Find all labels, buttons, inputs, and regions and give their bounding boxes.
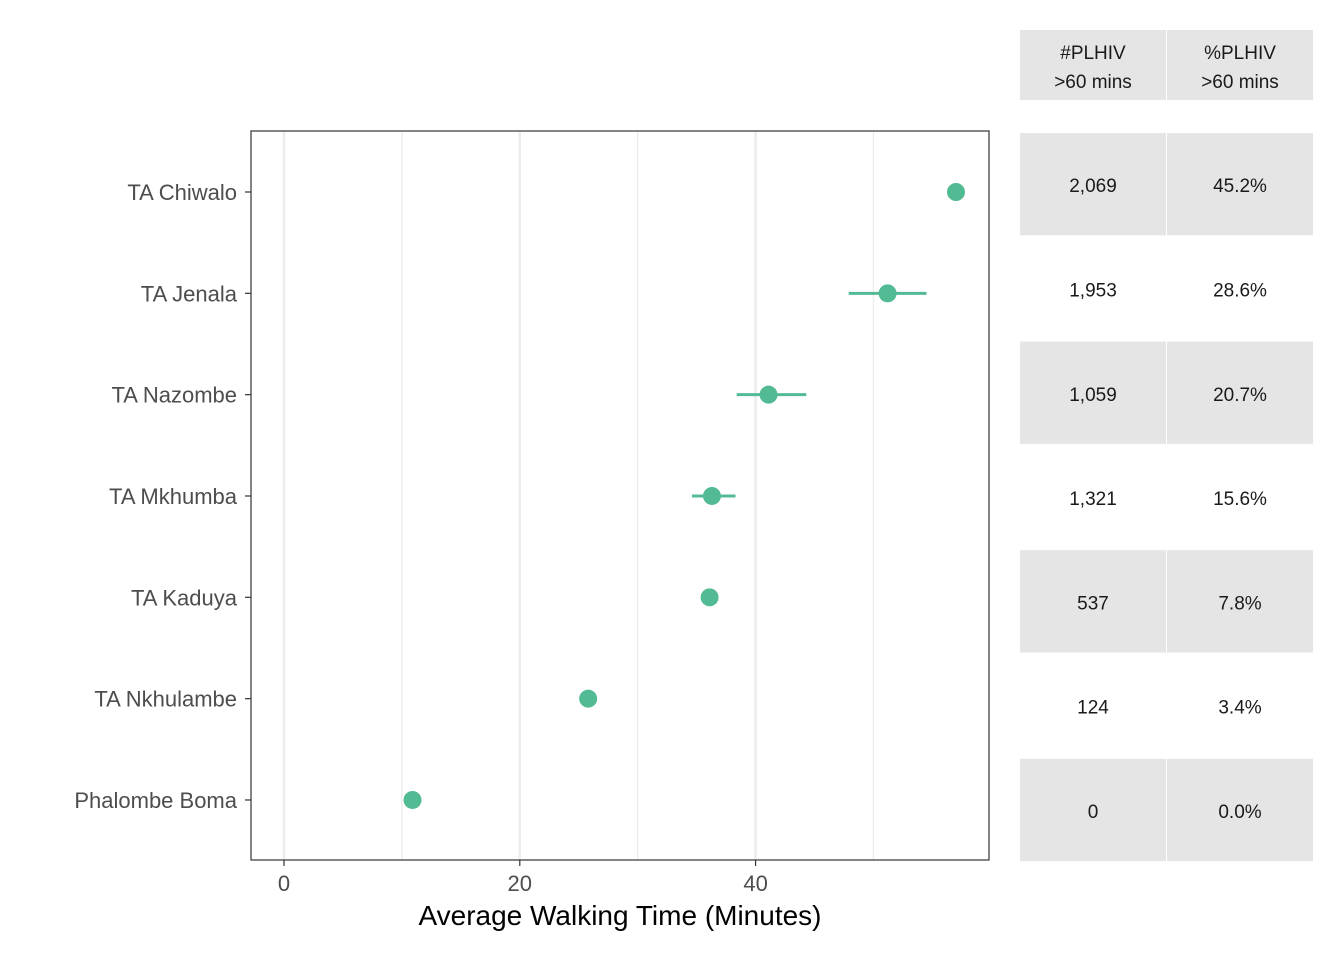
plhiv-count-cell: 1,059 [1069, 385, 1117, 406]
plhiv-table: #PLHIV >60 mins %PLHIV >60 mins 2,069 45.2% 1,… [1020, 30, 1313, 862]
table-header-line1: #PLHIV [1060, 43, 1126, 64]
table-cell-bg [1020, 341, 1166, 444]
data-point [946, 183, 965, 201]
x-axis-title: Average Walking Time (Minutes) [418, 900, 821, 931]
plhiv-percent-cell: 28.6% [1213, 280, 1267, 301]
data-point [403, 790, 422, 809]
data-marks [403, 183, 965, 809]
table-header-line2: >60 mins [1201, 72, 1279, 93]
plhiv-percent-cell: 3.4% [1218, 698, 1261, 719]
category-label: TA Nkhulambe [94, 687, 237, 712]
table-cell-bg [1167, 133, 1313, 236]
x-tick-label: 40 [743, 871, 767, 896]
plhiv-percent-cell: 20.7% [1213, 385, 1267, 406]
table-cell-bg [1167, 758, 1313, 862]
category-label: Phalombe Boma [74, 788, 237, 813]
x-tick-label: 0 [278, 871, 290, 896]
data-point [579, 689, 598, 708]
category-label: TA Chiwalo [127, 180, 237, 205]
data-point [759, 385, 778, 404]
data-point [700, 588, 719, 607]
plhiv-count-cell: 1,953 [1069, 280, 1117, 301]
table-header-cell [1167, 30, 1313, 100]
plot-panel-border [250, 130, 990, 861]
y-axis-categories: TA Chiwalo TA Jenala TA Nazombe TA Mkhumba T… [74, 180, 251, 813]
plhiv-count-cell: 1,321 [1069, 489, 1117, 510]
plhiv-count-cell: 537 [1077, 593, 1109, 614]
category-label: TA Mkhumba [109, 484, 238, 509]
table-cell-bg [1020, 133, 1166, 236]
plhiv-percent-cell: 7.8% [1218, 593, 1261, 614]
category-label: TA Nazombe [111, 383, 237, 408]
plhiv-count-cell: 2,069 [1069, 176, 1117, 197]
plhiv-count-cell: 124 [1077, 698, 1109, 719]
category-label: TA Jenala [141, 281, 238, 306]
table-cell-bg [1020, 758, 1166, 862]
x-axis-ticks: 0 20 40 [278, 860, 768, 896]
grid-lines [282, 131, 875, 860]
plhiv-percent-cell: 45.2% [1213, 176, 1267, 197]
x-tick-label: 20 [508, 871, 532, 896]
plhiv-percent-cell: 0.0% [1218, 802, 1261, 823]
plhiv-percent-cell: 15.6% [1213, 489, 1267, 510]
plhiv-count-cell: 0 [1088, 802, 1099, 823]
table-cell-bg [1020, 550, 1166, 653]
data-point [878, 284, 897, 303]
table-header-line1: %PLHIV [1204, 43, 1276, 64]
table-header-line2: >60 mins [1054, 72, 1132, 93]
data-point [702, 486, 721, 505]
category-label: TA Kaduya [131, 585, 238, 610]
table-cell-bg [1167, 341, 1313, 444]
table-cell-bg [1167, 550, 1313, 653]
table-header-cell [1020, 30, 1166, 100]
